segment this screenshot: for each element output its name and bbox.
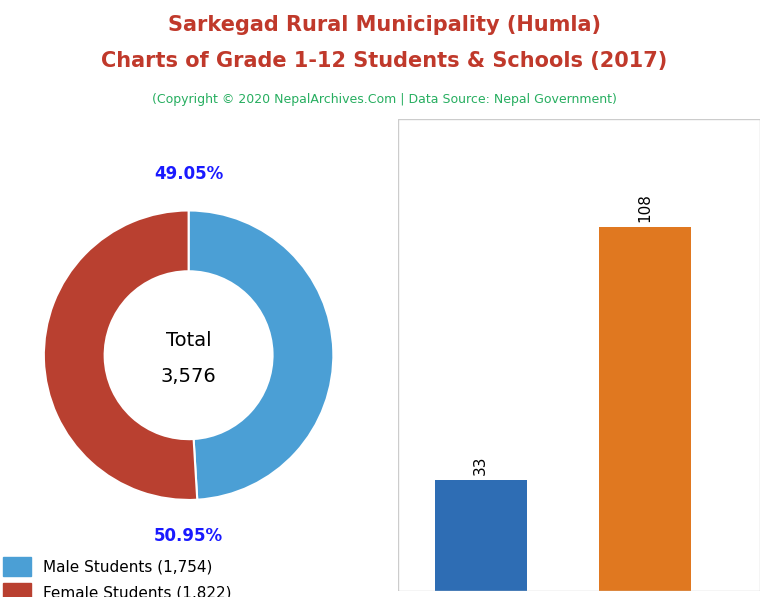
- Text: 108: 108: [637, 193, 653, 222]
- Text: (Copyright © 2020 NepalArchives.Com | Data Source: Nepal Government): (Copyright © 2020 NepalArchives.Com | Da…: [151, 93, 617, 106]
- Wedge shape: [189, 211, 333, 500]
- Bar: [399, 119, 760, 591]
- Text: Sarkegad Rural Municipality (Humla): Sarkegad Rural Municipality (Humla): [167, 15, 601, 35]
- Wedge shape: [44, 211, 197, 500]
- Text: 33: 33: [473, 456, 488, 475]
- Legend: Male Students (1,754), Female Students (1,822): Male Students (1,754), Female Students (…: [0, 551, 237, 597]
- Bar: [599, 227, 691, 591]
- Text: 50.95%: 50.95%: [154, 527, 223, 545]
- Text: Total: Total: [166, 331, 211, 350]
- Text: 3,576: 3,576: [161, 367, 217, 386]
- Bar: [435, 480, 527, 591]
- Text: 49.05%: 49.05%: [154, 165, 223, 183]
- Text: Charts of Grade 1-12 Students & Schools (2017): Charts of Grade 1-12 Students & Schools …: [101, 51, 667, 71]
